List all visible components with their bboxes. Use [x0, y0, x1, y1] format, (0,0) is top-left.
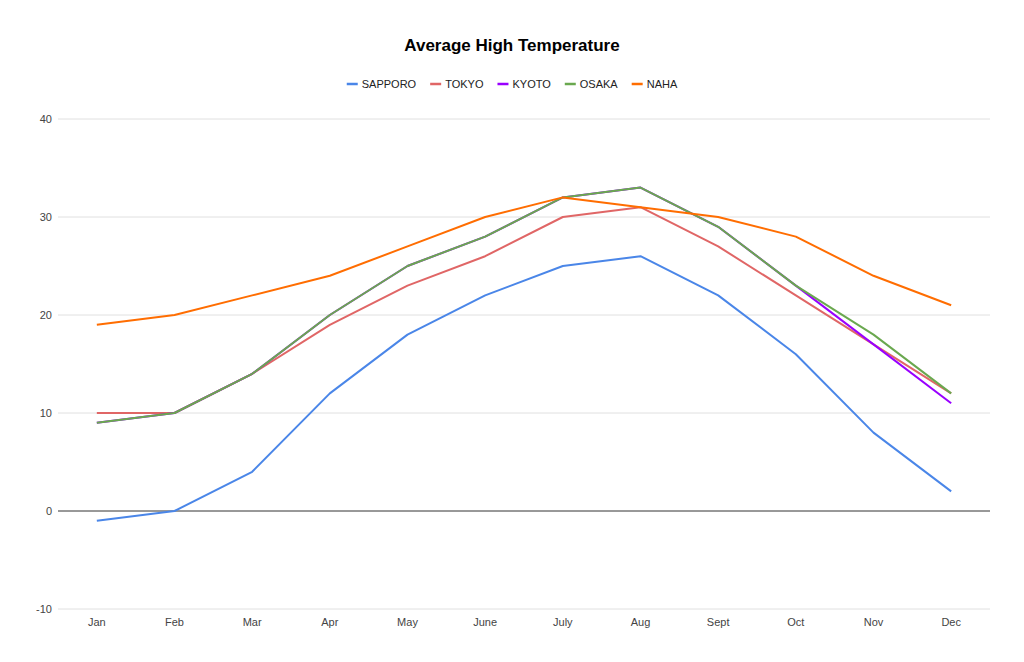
- x-tick-label: June: [473, 616, 497, 628]
- y-tick-label: 20: [40, 309, 52, 321]
- series-line: [97, 188, 951, 423]
- grid-line: [58, 413, 990, 414]
- legend-swatch: [565, 83, 576, 86]
- chart: Average High Temperature -10 0 10 20 30 40 Jan F…: [0, 0, 1024, 662]
- x-tick-label: May: [397, 616, 418, 628]
- y-tick-label: 10: [40, 407, 52, 419]
- grid-line: [58, 609, 990, 610]
- plot-area: [97, 188, 951, 521]
- y-tick-label: -10: [36, 603, 52, 615]
- x-tick-label: Oct: [787, 616, 804, 628]
- title: Average High Temperature: [404, 36, 619, 55]
- legend-swatch: [632, 83, 643, 86]
- zero-line: [58, 511, 990, 512]
- legend-swatch: [347, 83, 358, 86]
- x-tick-label: Feb: [165, 616, 184, 628]
- x-tick-label: July: [553, 616, 573, 628]
- legend: SAPPORO TOKYO KYOTO OSAKA NAHA: [347, 78, 678, 90]
- legend-label: TOKYO: [445, 78, 484, 90]
- x-tick-label: Mar: [243, 616, 262, 628]
- legend-label: OSAKA: [580, 78, 619, 90]
- series-line: [97, 197, 951, 324]
- series-line: [97, 207, 951, 413]
- x-tick-label: Dec: [941, 616, 961, 628]
- legend-label: KYOTO: [512, 78, 551, 90]
- x-tick-label: Apr: [321, 616, 338, 628]
- legend-label: SAPPORO: [362, 78, 417, 90]
- legend-label: NAHA: [647, 78, 678, 90]
- legend-swatch: [497, 83, 508, 86]
- x-tick-label: Sept: [707, 616, 730, 628]
- grid-line: [58, 315, 990, 316]
- background: [0, 0, 1024, 662]
- y-tick-label: 40: [40, 113, 52, 125]
- x-tick-label: Nov: [864, 616, 884, 628]
- y-tick-label: 30: [40, 211, 52, 223]
- legend-swatch: [430, 83, 441, 86]
- x-tick-label: Jan: [88, 616, 106, 628]
- grid-line: [58, 119, 990, 120]
- x-tick-label: Aug: [631, 616, 651, 628]
- y-tick-label: 0: [46, 505, 52, 517]
- series-line: [97, 188, 951, 423]
